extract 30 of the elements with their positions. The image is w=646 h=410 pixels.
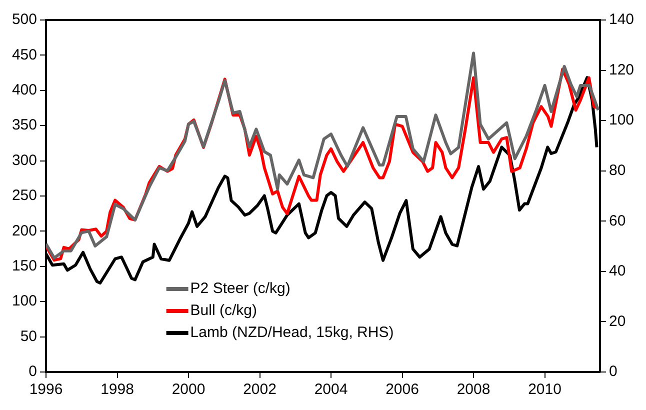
y-tick-label: 100 [12,292,37,310]
x-tick-label: 2004 [314,381,348,398]
y2-tick-label: 120 [609,61,634,78]
y-tick-label: 150 [12,258,37,275]
x-tick-label: 2000 [172,381,206,398]
x-tick-label: 2010 [528,381,562,398]
x-tick-label: 1998 [100,381,134,398]
x-tick-label: 2006 [386,381,419,398]
y2-tick-label: 60 [609,212,626,230]
y-tick-label: 250 [12,187,37,204]
y-tick-label: 400 [12,82,37,99]
y2-tick-label: 0 [609,363,618,380]
y-tick-label: 300 [12,152,37,169]
legend-label: Bull (c/kg) [190,302,257,320]
x-tick-label: 2008 [456,381,490,398]
legend-label: P2 Steer (c/kg) [190,280,290,298]
y-tick-label: 450 [12,46,37,64]
y-tick-label: 200 [12,222,37,240]
legend-label: Lamb (NZD/Head, 15kg, RHS) [190,324,394,342]
y2-tick-label: 80 [609,162,626,179]
y-tick-label: 350 [12,116,37,134]
y2-tick-label: 140 [609,11,634,28]
y-tick-label: 0 [28,363,37,380]
y-tick-label: 50 [20,328,37,345]
y2-tick-label: 100 [609,112,634,129]
y2-tick-label: 40 [609,262,626,280]
y-tick-label: 500 [12,11,37,28]
y2-tick-label: 20 [609,312,626,330]
x-tick-label: 2002 [243,381,276,398]
x-tick-label: 1996 [29,381,63,398]
